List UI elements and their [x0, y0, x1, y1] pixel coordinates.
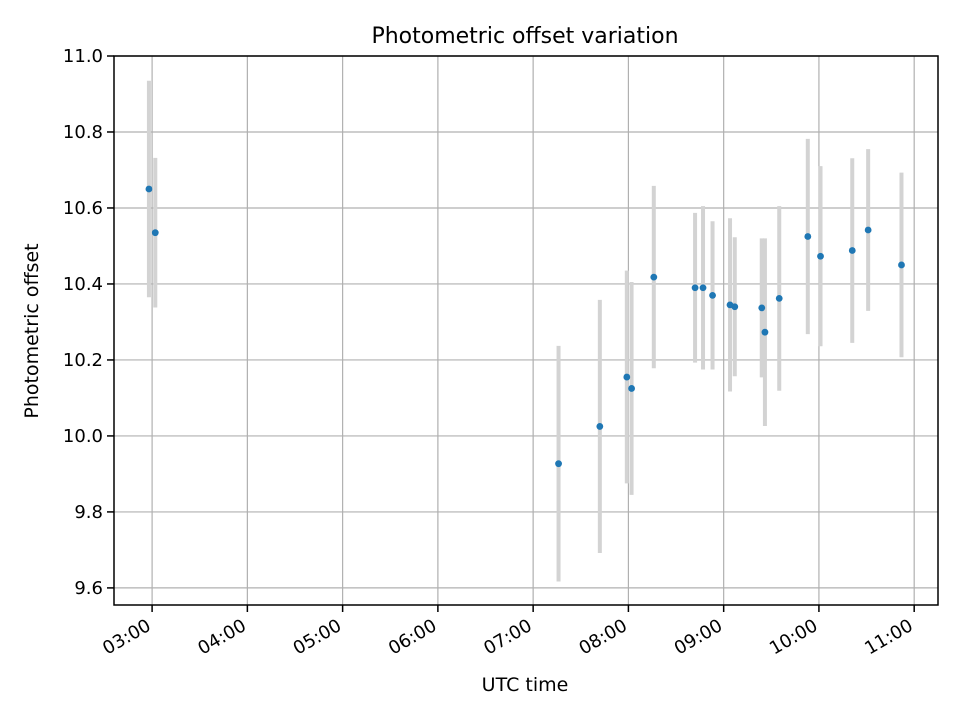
data-point [691, 284, 699, 292]
data-point [864, 226, 872, 234]
x-tick-label: 05:00 [290, 615, 345, 659]
data-point [761, 328, 769, 336]
data-point [709, 291, 716, 299]
x-axis-label: UTC time [482, 674, 569, 696]
plot-frame [113, 55, 939, 606]
data-point [699, 284, 707, 292]
y-tick-label: 9.6 [74, 578, 103, 599]
x-tick-label: 11:00 [861, 615, 916, 659]
data-point [151, 229, 159, 237]
error-bars [146, 80, 904, 582]
data-point [623, 373, 631, 381]
y-tick-label: 10.6 [63, 198, 103, 219]
y-tick-label: 10.0 [63, 426, 103, 447]
data-point [596, 423, 604, 430]
y-tick-label: 10.8 [63, 122, 103, 143]
data-point [628, 385, 635, 392]
x-tick-label: 06:00 [385, 615, 440, 659]
y-tick-label: 9.8 [74, 502, 103, 523]
data-point [898, 261, 905, 269]
data-points [145, 185, 905, 468]
x-tick-label: 10:00 [766, 615, 821, 659]
y-ticks: 9.6 9.8 10.0 10.2 10.4 10.6 10.8 11.0 [63, 46, 114, 599]
data-point [731, 303, 739, 311]
data-point [555, 460, 562, 468]
x-tick-label: 04:00 [194, 615, 249, 659]
x-ticks: 03:00 04:00 05:00 06:00 07:00 08:00 09:00 10:00… [99, 605, 917, 659]
x-tick-label: 09:00 [671, 615, 726, 659]
data-point [804, 233, 812, 240]
data-point [650, 273, 658, 281]
data-point [758, 304, 766, 312]
y-tick-label: 10.4 [63, 274, 103, 295]
x-tick-label: 07:00 [480, 615, 535, 659]
x-tick-label: 08:00 [575, 615, 630, 659]
data-point [817, 252, 824, 260]
chart-title: Photometric offset variation [371, 24, 678, 49]
data-point [848, 247, 856, 254]
y-axis-label: Photometric offset [21, 243, 43, 418]
data-point [145, 185, 153, 193]
y-tick-label: 11.0 [63, 46, 103, 67]
data-point [775, 294, 783, 302]
y-tick-label: 10.2 [63, 350, 103, 371]
gridlines [114, 55, 938, 605]
x-tick-label: 03:00 [99, 615, 154, 659]
